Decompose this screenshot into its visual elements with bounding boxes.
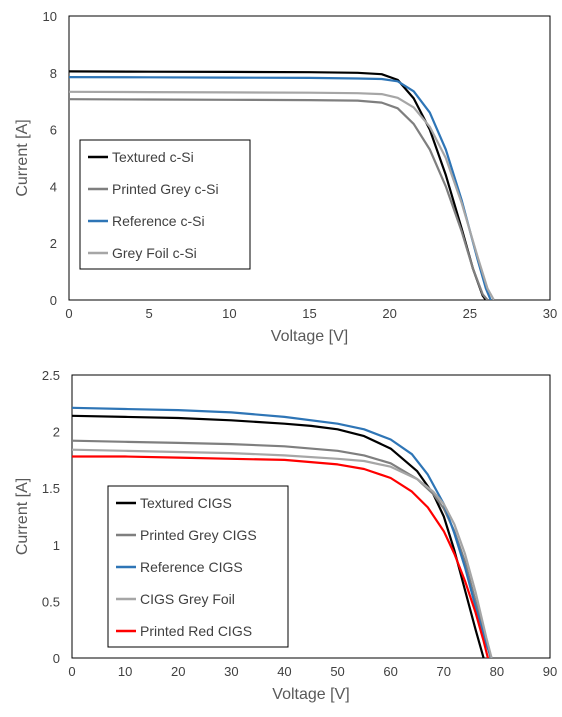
x-tick-label: 0: [65, 306, 72, 321]
y-tick-label: 1: [53, 538, 60, 553]
series-line-printed-red-cigs: [72, 455, 489, 658]
x-tick-label: 50: [330, 664, 344, 679]
series-line-printed-grey-cigs: [72, 439, 492, 658]
legend-item-grey-foil-c-si: Grey Foil c-Si: [112, 245, 197, 261]
series-line-reference-cigs: [72, 406, 493, 658]
csi-iv-chart: 0 5 10 15 20 25 30 0 2 4 6 8 10 Voltage [V] Current [A…: [14, 9, 557, 345]
y-axis-label: Current [A]: [14, 119, 31, 196]
x-tick-label: 0: [68, 664, 75, 679]
legend-item-printed-grey-c-si: Printed Grey c-Si: [112, 181, 219, 197]
legend-item-printed-red-cigs: Printed Red CIGS: [140, 623, 252, 639]
x-tick-label: 15: [302, 306, 316, 321]
y-tick-label: 2: [50, 236, 57, 251]
y-tick-label: 10: [43, 9, 57, 24]
x-tick-label: 25: [463, 306, 477, 321]
legend-item-reference-cigs: Reference CIGS: [140, 559, 243, 575]
legend-item-textured-c-si: Textured c-Si: [112, 149, 194, 165]
x-tick-label: 10: [118, 664, 132, 679]
y-tick-label: 4: [50, 179, 57, 194]
series-line-grey-foil-c-si: [69, 90, 495, 300]
series-line-cigs-grey-foil: [72, 448, 493, 658]
x-tick-label: 20: [171, 664, 185, 679]
x-tick-label: 40: [277, 664, 291, 679]
legend: [107, 485, 289, 648]
y-tick-label: 0: [53, 651, 60, 666]
x-tick-label: 80: [490, 664, 504, 679]
legend-item-reference-c-si: Reference c-Si: [112, 213, 205, 229]
y-axis-label: Current [A]: [14, 478, 31, 555]
legend-item-cigs-grey-foil: CIGS Grey Foil: [140, 591, 235, 607]
legend-item-textured-cigs: Textured CIGS: [140, 495, 232, 511]
y-tick-label: 1.5: [42, 481, 60, 496]
x-tick-label: 5: [146, 306, 153, 321]
x-tick-label: 10: [222, 306, 236, 321]
x-tick-label: 70: [437, 664, 451, 679]
legend-item-printed-grey-cigs: Printed Grey CIGS: [140, 527, 257, 543]
cigs-iv-chart: 0 10 20 30 40 50 60 70 80 90 0 0.5 1 1.5 2 2.5 Voltage […: [14, 368, 557, 703]
y-tick-label: 0.5: [42, 594, 60, 609]
y-tick-label: 8: [50, 66, 57, 81]
y-tick-label: 0: [50, 293, 57, 308]
legend: [79, 139, 251, 270]
y-tick-label: 2: [53, 425, 60, 440]
y-tick-label: 6: [50, 123, 57, 138]
y-tick-label: 2.5: [42, 368, 60, 383]
x-tick-label: 30: [224, 664, 238, 679]
x-tick-label: 20: [382, 306, 396, 321]
x-tick-label: 90: [543, 664, 557, 679]
x-tick-label: 30: [543, 306, 557, 321]
series-line-printed-grey-c-si: [69, 98, 489, 300]
x-axis-label: Voltage [V]: [271, 328, 348, 345]
x-axis-label: Voltage [V]: [272, 686, 349, 703]
x-tick-label: 60: [383, 664, 397, 679]
